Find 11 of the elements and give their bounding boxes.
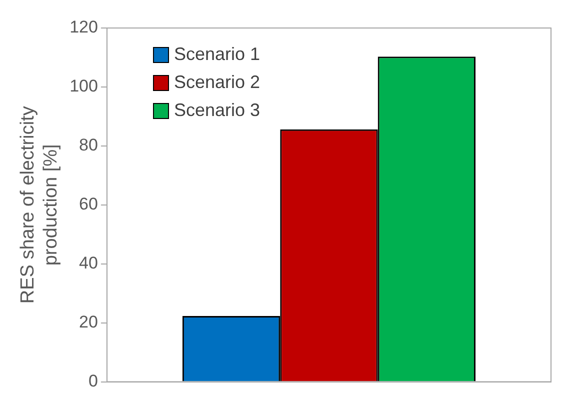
legend-label: Scenario 3 [174, 100, 260, 121]
legend-label: Scenario 1 [174, 44, 260, 65]
y-tick-label: 60 [79, 194, 98, 214]
legend-label: Scenario 2 [174, 72, 260, 93]
y-tick-label: 20 [79, 312, 98, 332]
y-tick-label: 80 [79, 136, 98, 155]
y-tick-label: 0 [88, 371, 98, 390]
y-tick-label: 40 [79, 254, 98, 273]
y-tick-label: 100 [70, 76, 98, 96]
y-axis-title: RES share of electricity production [%] [18, 106, 62, 304]
y-tick-label: 120 [70, 18, 98, 37]
